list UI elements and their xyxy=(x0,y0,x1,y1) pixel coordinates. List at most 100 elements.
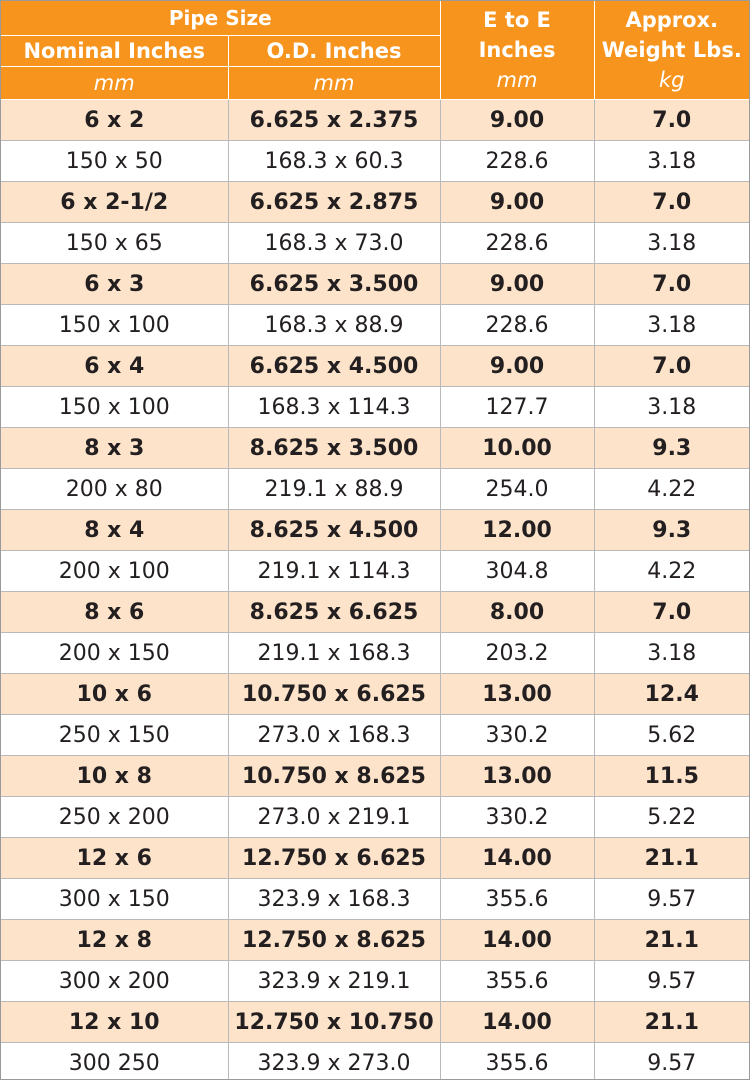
nominal-mm-header: mm xyxy=(1,66,229,100)
table-row-metric: 200 x 100 219.1 x 114.3 304.8 4.22 xyxy=(1,550,749,592)
ete-inches-cell: 14.00 xyxy=(439,837,595,879)
od-inches-cell: 12.750 x 6.625 xyxy=(227,837,441,879)
weight-kg-cell: 3.18 xyxy=(593,632,749,674)
nominal-inches-cell: 6 x 3 xyxy=(1,263,229,305)
ete-mm-cell: 203.2 xyxy=(439,632,595,674)
ete-inches-cell: 9.00 xyxy=(439,263,595,305)
od-inches-cell: 8.625 x 4.500 xyxy=(227,509,441,551)
ete-mm-cell: 355.6 xyxy=(439,878,595,920)
table-row-metric: 150 x 50 168.3 x 60.3 228.6 3.18 xyxy=(1,140,749,182)
nominal-inches-cell: 6 x 2 xyxy=(1,99,229,141)
weight-kg-cell: 3.18 xyxy=(593,304,749,346)
ete-mm-cell: 330.2 xyxy=(439,714,595,756)
weight-kg-cell: 5.22 xyxy=(593,796,749,838)
od-inches-cell: 10.750 x 8.625 xyxy=(227,755,441,797)
nominal-mm-cell: 150 x 50 xyxy=(1,140,229,182)
od-inches-cell: 12.750 x 8.625 xyxy=(227,919,441,961)
ete-inches-cell: 12.00 xyxy=(439,509,595,551)
nominal-mm-cell: 150 x 100 xyxy=(1,386,229,428)
ete-inches-cell: 8.00 xyxy=(439,591,595,633)
table-row-metric: 250 x 200 273.0 x 219.1 330.2 5.22 xyxy=(1,796,749,838)
nominal-mm-cell: 300 x 200 xyxy=(1,960,229,1002)
od-inches-cell: 8.625 x 3.500 xyxy=(227,427,441,469)
od-mm-cell: 323.9 x 168.3 xyxy=(227,878,441,920)
table-row-metric: 300 x 150 323.9 x 168.3 355.6 9.57 xyxy=(1,878,749,920)
nominal-inches-cell: 8 x 3 xyxy=(1,427,229,469)
table-row-inches: 12 x 8 12.750 x 8.625 14.00 21.1 xyxy=(1,919,749,961)
table-row-inches: 8 x 4 8.625 x 4.500 12.00 9.3 xyxy=(1,509,749,551)
table-row-inches: 10 x 8 10.750 x 8.625 13.00 11.5 xyxy=(1,755,749,797)
nominal-inches-cell: 12 x 8 xyxy=(1,919,229,961)
nominal-inches-cell: 8 x 4 xyxy=(1,509,229,551)
ete-mm-cell: 330.2 xyxy=(439,796,595,838)
od-mm-cell: 168.3 x 88.9 xyxy=(227,304,441,346)
weight-lbs-cell: 12.4 xyxy=(593,673,749,715)
od-mm-cell: 168.3 x 73.0 xyxy=(227,222,441,264)
weight-header: Approx. Weight Lbs. kg xyxy=(593,1,749,100)
od-inches-cell: 10.750 x 6.625 xyxy=(227,673,441,715)
nominal-mm-cell: 300 x 150 xyxy=(1,878,229,920)
weight-header-line1: Approx. xyxy=(625,8,719,32)
nominal-mm-cell: 150 x 65 xyxy=(1,222,229,264)
table-row-inches: 6 x 4 6.625 x 4.500 9.00 7.0 xyxy=(1,345,749,387)
nominal-inches-header: Nominal Inches xyxy=(1,35,229,67)
ete-inches-cell: 14.00 xyxy=(439,1001,595,1043)
table-row-metric: 200 x 150 219.1 x 168.3 203.2 3.18 xyxy=(1,632,749,674)
ete-inches-cell: 10.00 xyxy=(439,427,595,469)
table-row-metric: 150 x 100 168.3 x 88.9 228.6 3.18 xyxy=(1,304,749,346)
ete-inches-cell: 13.00 xyxy=(439,755,595,797)
od-mm-cell: 168.3 x 60.3 xyxy=(227,140,441,182)
weight-kg-cell: 4.22 xyxy=(593,468,749,510)
weight-lbs-cell: 7.0 xyxy=(593,591,749,633)
table-row-metric: 150 x 65 168.3 x 73.0 228.6 3.18 xyxy=(1,222,749,264)
ete-inches-cell: 13.00 xyxy=(439,673,595,715)
table-row-inches: 12 x 6 12.750 x 6.625 14.00 21.1 xyxy=(1,837,749,879)
od-inches-cell: 6.625 x 4.500 xyxy=(227,345,441,387)
od-inches-cell: 8.625 x 6.625 xyxy=(227,591,441,633)
table-row-inches: 10 x 6 10.750 x 6.625 13.00 12.4 xyxy=(1,673,749,715)
table-row-metric: 150 x 100 168.3 x 114.3 127.7 3.18 xyxy=(1,386,749,428)
weight-lbs-cell: 9.3 xyxy=(593,427,749,469)
od-mm-cell: 323.9 x 273.0 xyxy=(227,1042,441,1079)
weight-kg-cell: 3.18 xyxy=(593,140,749,182)
od-mm-cell: 323.9 x 219.1 xyxy=(227,960,441,1002)
table-body: 6 x 2 6.625 x 2.375 9.00 7.0 150 x 50 168.3 x… xyxy=(1,99,749,1079)
od-inches-cell: 6.625 x 2.375 xyxy=(227,99,441,141)
nominal-mm-cell: 200 x 150 xyxy=(1,632,229,674)
weight-kg-cell: 9.57 xyxy=(593,1042,749,1079)
table-row-inches: 6 x 2-1/2 6.625 x 2.875 9.00 7.0 xyxy=(1,181,749,223)
table-row-inches: 6 x 2 6.625 x 2.375 9.00 7.0 xyxy=(1,99,749,141)
weight-lbs-cell: 11.5 xyxy=(593,755,749,797)
od-mm-cell: 219.1 x 168.3 xyxy=(227,632,441,674)
weight-lbs-cell: 21.1 xyxy=(593,1001,749,1043)
od-inches-cell: 6.625 x 3.500 xyxy=(227,263,441,305)
nominal-inches-cell: 6 x 2-1/2 xyxy=(1,181,229,223)
ete-mm-cell: 304.8 xyxy=(439,550,595,592)
weight-kg-cell: 9.57 xyxy=(593,960,749,1002)
nominal-inches-cell: 10 x 8 xyxy=(1,755,229,797)
od-mm-cell: 219.1 x 88.9 xyxy=(227,468,441,510)
ete-inches-cell: 9.00 xyxy=(439,345,595,387)
weight-kg-cell: 3.18 xyxy=(593,222,749,264)
ete-mm-cell: 127.7 xyxy=(439,386,595,428)
nominal-mm-cell: 200 x 80 xyxy=(1,468,229,510)
weight-lbs-cell: 7.0 xyxy=(593,263,749,305)
ete-inches-cell: 14.00 xyxy=(439,919,595,961)
ete-inches-cell: 9.00 xyxy=(439,99,595,141)
nominal-mm-cell: 300 250 xyxy=(1,1042,229,1079)
od-mm-header: mm xyxy=(227,66,441,100)
od-mm-cell: 219.1 x 114.3 xyxy=(227,550,441,592)
nominal-mm-cell: 150 x 100 xyxy=(1,304,229,346)
weight-kg-cell: 3.18 xyxy=(593,386,749,428)
weight-lbs-cell: 7.0 xyxy=(593,99,749,141)
od-mm-cell: 273.0 x 168.3 xyxy=(227,714,441,756)
ete-mm-cell: 228.6 xyxy=(439,140,595,182)
nominal-mm-cell: 200 x 100 xyxy=(1,550,229,592)
nominal-mm-cell: 250 x 150 xyxy=(1,714,229,756)
weight-kg-cell: 9.57 xyxy=(593,878,749,920)
weight-lbs-cell: 21.1 xyxy=(593,837,749,879)
table-row-inches: 8 x 6 8.625 x 6.625 8.00 7.0 xyxy=(1,591,749,633)
ete-header-unit: mm xyxy=(496,68,538,92)
